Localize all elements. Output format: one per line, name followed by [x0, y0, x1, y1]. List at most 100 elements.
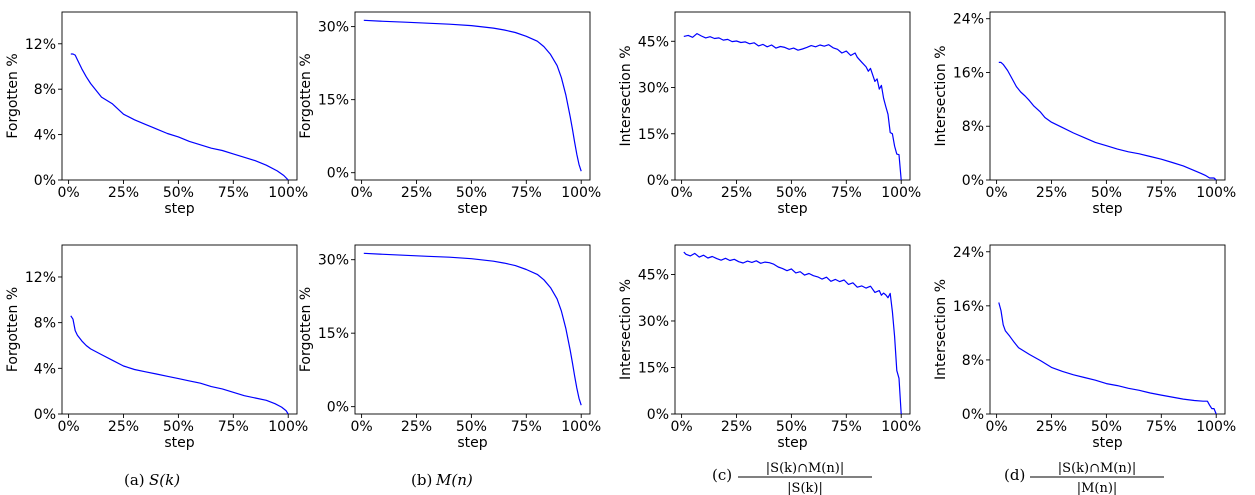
chart-panel-r0c3: 0% 25% 50% 75% 100% 0% 8% 16% 24% step Intersectio…: [933, 11, 1236, 217]
y-tick-label: 45%: [638, 267, 669, 283]
caption-d: (d) |S(k)∩M(n)| |M(n)|: [1004, 461, 1164, 495]
chart-panel-r1c1: 0% 25% 50% 75% 100% 0% 15% 30% step Forgotten %: [298, 244, 601, 451]
y-axis-label: Forgotten %: [298, 287, 314, 372]
x-tick-label: 50%: [776, 185, 807, 201]
y-tick-label: 0%: [327, 400, 349, 416]
y-axis-label: Intersection %: [618, 45, 634, 146]
y-tick-label: 4%: [34, 361, 56, 377]
x-axis-label: step: [457, 435, 487, 451]
y-tick-label: 15%: [318, 93, 349, 109]
plot-frame: [674, 244, 911, 415]
y-axis-label: Intersection %: [618, 279, 634, 380]
series-line: [363, 19, 582, 172]
plot-frame: [354, 244, 591, 415]
y-tick-label: 4%: [34, 128, 56, 144]
x-tick-label: 100%: [561, 419, 601, 435]
plot-frame: [61, 244, 298, 415]
x-tick-label: 50%: [776, 419, 807, 435]
x-axis-label: step: [1092, 201, 1122, 217]
caption-a-symbol: S(k): [149, 471, 180, 489]
x-tick-label: 50%: [1091, 185, 1122, 201]
x-axis-label: step: [1092, 435, 1122, 451]
x-tick-label: 0%: [57, 185, 79, 201]
x-axis-label: step: [777, 201, 807, 217]
x-tick-label: 100%: [561, 185, 601, 201]
y-axis-label: Intersection %: [933, 45, 949, 146]
y-tick-label: 24%: [953, 245, 984, 261]
y-tick-label: 8%: [962, 119, 984, 135]
x-tick-label: 75%: [1146, 185, 1177, 201]
y-tick-label: 30%: [318, 20, 349, 36]
y-tick-label: 0%: [34, 407, 56, 423]
x-tick-label: 0%: [985, 419, 1007, 435]
chart-panel-r0c0: 0% 25% 50% 75% 100% 0% 4% 8% 12% step Forgotten %: [5, 11, 308, 217]
caption-d-label: (d): [1004, 466, 1025, 484]
series-line: [70, 315, 289, 415]
y-tick-label: 8%: [34, 316, 56, 332]
y-axis-label: Forgotten %: [298, 53, 314, 138]
chart-panel-r0c2: 0% 25% 50% 75% 100% 0% 15% 30% 45% step Intersecti…: [618, 11, 921, 217]
y-tick-label: 15%: [638, 127, 669, 143]
y-tick-label: 12%: [25, 37, 56, 53]
y-axis-label: Forgotten %: [5, 53, 21, 138]
x-tick-label: 75%: [1146, 419, 1177, 435]
x-tick-label: 25%: [1036, 419, 1067, 435]
y-tick-label: 0%: [34, 173, 56, 189]
series-line: [363, 252, 582, 406]
y-tick-label: 45%: [638, 34, 669, 50]
x-tick-label: 0%: [985, 185, 1007, 201]
y-tick-label: 0%: [647, 407, 669, 423]
x-tick-label: 50%: [1091, 419, 1122, 435]
y-tick-label: 16%: [953, 65, 984, 81]
y-tick-label: 8%: [962, 353, 984, 369]
caption-d-denominator: |M(n)|: [1077, 481, 1118, 495]
y-tick-label: 0%: [647, 173, 669, 189]
x-tick-label: 100%: [881, 185, 921, 201]
x-tick-label: 100%: [1196, 185, 1236, 201]
caption-c: (c) |S(k)∩M(n)| |S(k)|: [712, 461, 872, 495]
y-axis-label: Intersection %: [933, 279, 949, 380]
y-tick-label: 0%: [962, 173, 984, 189]
chart-panel-r1c0: 0% 25% 50% 75% 100% 0% 4% 8% 12% step Forgotten %: [5, 244, 308, 451]
x-tick-label: 0%: [57, 419, 79, 435]
caption-c-denominator: |S(k)|: [787, 481, 823, 495]
caption-b-symbol: M(n): [435, 471, 473, 489]
x-tick-label: 50%: [456, 185, 487, 201]
series-line: [998, 61, 1217, 181]
plot-frame: [674, 11, 911, 181]
x-tick-label: 75%: [218, 419, 249, 435]
caption-d-numerator: |S(k)∩M(n)|: [1058, 461, 1136, 476]
y-tick-label: 0%: [962, 407, 984, 423]
y-tick-label: 15%: [318, 326, 349, 342]
x-tick-label: 25%: [108, 419, 139, 435]
x-tick-label: 25%: [721, 185, 752, 201]
x-tick-label: 50%: [163, 419, 194, 435]
caption-a: (a) S(k): [124, 471, 180, 489]
caption-c-numerator: |S(k)∩M(n)|: [766, 461, 844, 476]
caption-b-label: (b): [411, 471, 432, 489]
y-axis-label: Forgotten %: [5, 287, 21, 372]
x-tick-label: 25%: [1036, 185, 1067, 201]
series-line: [683, 32, 902, 181]
x-tick-label: 100%: [268, 185, 308, 201]
x-axis-label: step: [777, 435, 807, 451]
x-tick-label: 100%: [268, 419, 308, 435]
x-axis-label: step: [457, 201, 487, 217]
panels: 0% 25% 50% 75% 100% 0% 4% 8% 12% step Forgotten % 0…: [5, 11, 1236, 451]
x-tick-label: 50%: [456, 419, 487, 435]
y-tick-label: 15%: [638, 360, 669, 376]
y-tick-label: 8%: [34, 82, 56, 98]
x-tick-label: 75%: [218, 185, 249, 201]
x-axis-label: step: [164, 435, 194, 451]
x-tick-label: 50%: [163, 185, 194, 201]
x-tick-label: 0%: [670, 185, 692, 201]
x-tick-label: 75%: [831, 419, 862, 435]
caption-b: (b) M(n): [411, 471, 473, 489]
plot-frame: [61, 11, 298, 181]
x-tick-label: 100%: [1196, 419, 1236, 435]
caption-c-label: (c): [712, 466, 732, 484]
x-tick-label: 0%: [350, 185, 372, 201]
x-tick-label: 100%: [881, 419, 921, 435]
y-tick-label: 30%: [638, 81, 669, 97]
